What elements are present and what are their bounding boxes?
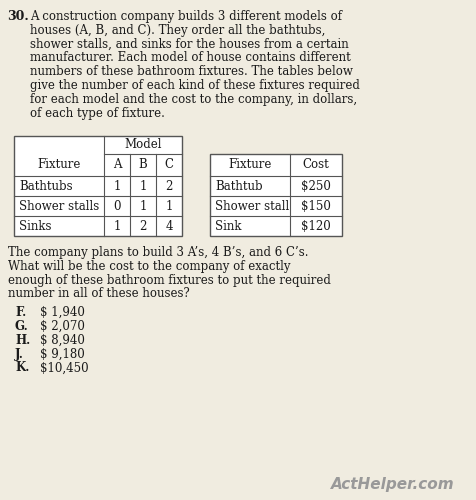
Text: F.: F.	[15, 306, 26, 319]
Text: $10,450: $10,450	[40, 362, 89, 374]
Text: enough of these bathroom fixtures to put the required: enough of these bathroom fixtures to put…	[8, 274, 330, 286]
Text: 2: 2	[139, 220, 147, 232]
Text: number in all of these houses?: number in all of these houses?	[8, 288, 189, 300]
Text: The company plans to build 3 A’s, 4 B’s, and 6 C’s.: The company plans to build 3 A’s, 4 B’s,…	[8, 246, 308, 259]
Text: 0: 0	[113, 200, 120, 212]
Text: $150: $150	[300, 200, 330, 212]
Text: B: B	[139, 158, 147, 172]
Text: Bathtubs: Bathtubs	[19, 180, 72, 192]
Text: A: A	[112, 158, 121, 172]
Text: Model: Model	[124, 138, 161, 151]
Text: 1: 1	[139, 180, 147, 192]
Text: $120: $120	[300, 220, 330, 232]
Text: ActHelper.com: ActHelper.com	[331, 477, 454, 492]
Text: $ 8,940: $ 8,940	[40, 334, 85, 347]
Text: of each type of fixture.: of each type of fixture.	[30, 106, 165, 120]
Text: 1: 1	[139, 200, 147, 212]
Text: for each model and the cost to the company, in dollars,: for each model and the cost to the compa…	[30, 93, 357, 106]
Text: Sink: Sink	[215, 220, 241, 232]
Text: 1: 1	[113, 180, 120, 192]
Text: A construction company builds 3 different models of: A construction company builds 3 differen…	[30, 10, 341, 23]
Text: numbers of these bathroom fixtures. The tables below: numbers of these bathroom fixtures. The …	[30, 65, 352, 78]
Text: J.: J.	[15, 348, 24, 360]
Text: G.: G.	[15, 320, 29, 333]
Text: 4: 4	[165, 220, 172, 232]
Text: 2: 2	[165, 180, 172, 192]
Text: $ 9,180: $ 9,180	[40, 348, 85, 360]
Text: 1: 1	[165, 200, 172, 212]
Text: shower stalls, and sinks for the houses from a certain: shower stalls, and sinks for the houses …	[30, 38, 348, 51]
Text: houses (A, B, and C). They order all the bathtubs,: houses (A, B, and C). They order all the…	[30, 24, 325, 37]
Text: Fixture: Fixture	[37, 158, 80, 172]
Bar	[14, 136, 182, 236]
Bar	[209, 154, 341, 236]
Text: $250: $250	[300, 180, 330, 192]
Text: Cost: Cost	[302, 158, 329, 172]
Text: Bathtub: Bathtub	[215, 180, 262, 192]
Text: K.: K.	[15, 362, 30, 374]
Text: H.: H.	[15, 334, 30, 347]
Text: Shower stall: Shower stall	[215, 200, 288, 212]
Text: Sinks: Sinks	[19, 220, 51, 232]
Text: manufacturer. Each model of house contains different: manufacturer. Each model of house contai…	[30, 52, 350, 64]
Text: $ 2,070: $ 2,070	[40, 320, 85, 333]
Text: 30.: 30.	[7, 10, 29, 23]
Text: $ 1,940: $ 1,940	[40, 306, 85, 319]
Text: C: C	[164, 158, 173, 172]
Text: Shower stalls: Shower stalls	[19, 200, 99, 212]
Text: 1: 1	[113, 220, 120, 232]
Text: give the number of each kind of these fixtures required: give the number of each kind of these fi…	[30, 79, 359, 92]
Text: Fixture: Fixture	[228, 158, 271, 172]
Text: What will be the cost to the company of exactly: What will be the cost to the company of …	[8, 260, 290, 273]
